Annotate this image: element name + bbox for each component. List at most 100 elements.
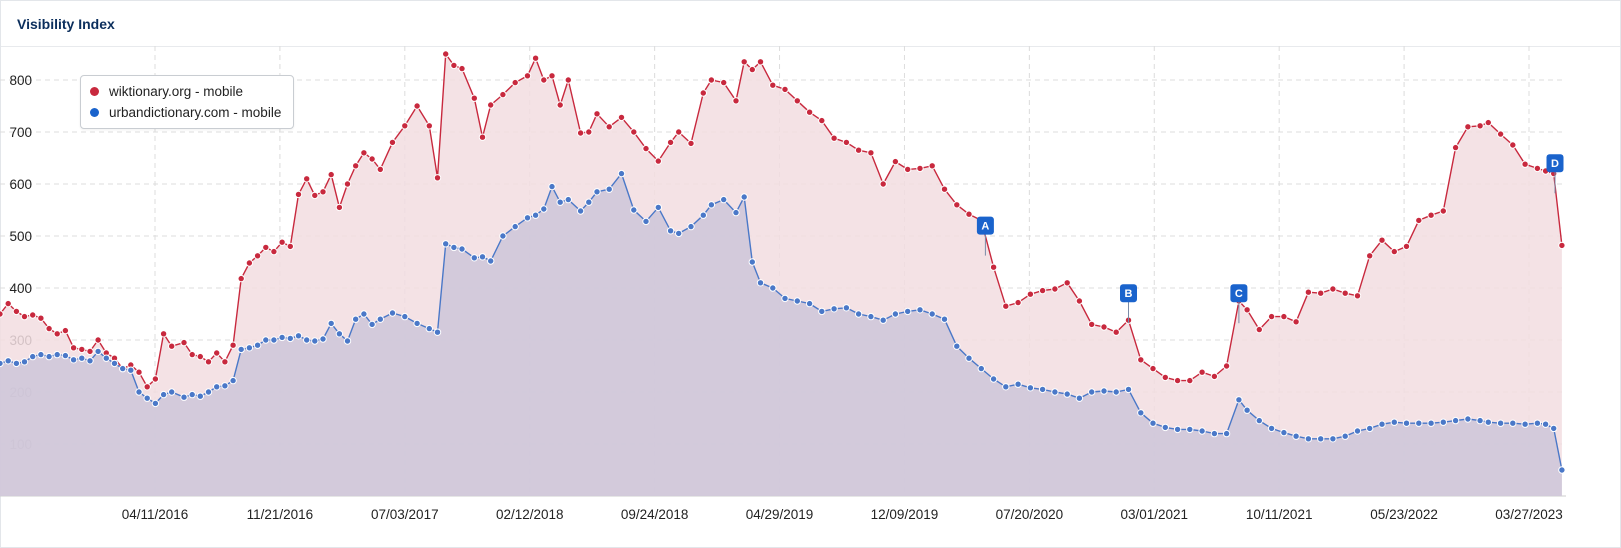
data-point-wiktionary — [1280, 312, 1288, 321]
data-point-wiktionary — [0, 310, 4, 318]
data-point-urbandictionary — [286, 334, 294, 343]
data-point-urbandictionary — [442, 240, 450, 248]
data-point-urbandictionary — [458, 245, 466, 253]
data-point-urbandictionary — [1464, 415, 1472, 423]
data-point-urbandictionary — [401, 312, 409, 321]
data-point-wiktionary — [1112, 328, 1120, 336]
data-point-wiktionary — [707, 76, 716, 84]
legend-item-urbandictionary[interactable]: urbandictionary.com - mobile — [90, 103, 281, 121]
data-point-urbandictionary — [168, 388, 176, 396]
data-point-urbandictionary — [531, 211, 540, 219]
data-point-wiktionary — [617, 113, 626, 122]
data-point-wiktionary — [1366, 252, 1374, 260]
data-point-wiktionary — [1402, 242, 1411, 251]
data-point-urbandictionary — [617, 169, 626, 178]
data-point-wiktionary — [69, 344, 78, 352]
data-point-urbandictionary — [666, 227, 675, 235]
data-point-urbandictionary — [805, 299, 814, 308]
data-point-wiktionary — [842, 138, 851, 147]
data-point-urbandictionary — [20, 358, 29, 366]
data-point-wiktionary — [699, 89, 707, 97]
data-point-urbandictionary — [564, 195, 572, 204]
data-point-wiktionary — [1476, 122, 1484, 130]
data-point-wiktionary — [1051, 285, 1059, 293]
data-point-urbandictionary — [818, 307, 826, 316]
data-point-urbandictionary — [69, 356, 78, 364]
data-point-urbandictionary — [1014, 380, 1022, 388]
data-point-urbandictionary — [1112, 388, 1120, 396]
data-point-urbandictionary — [425, 324, 433, 333]
data-point-wiktionary — [135, 368, 143, 376]
data-point-urbandictionary — [1222, 429, 1231, 438]
data-point-urbandictionary — [540, 205, 548, 213]
data-point-wiktionary — [1088, 320, 1096, 329]
data-point-wiktionary — [576, 129, 585, 137]
data-point-urbandictionary — [151, 399, 160, 408]
data-point-urbandictionary — [294, 332, 303, 340]
data-point-urbandictionary — [29, 352, 37, 361]
data-point-urbandictionary — [1173, 425, 1182, 434]
data-point-urbandictionary — [1378, 420, 1386, 428]
data-point-wiktionary — [953, 201, 961, 209]
data-point-urbandictionary — [1255, 416, 1264, 425]
data-point-urbandictionary — [4, 357, 12, 365]
data-point-wiktionary — [159, 330, 168, 338]
data-point-urbandictionary — [523, 214, 532, 222]
data-point-urbandictionary — [548, 182, 556, 191]
data-point-urbandictionary — [1415, 419, 1423, 427]
data-point-urbandictionary — [376, 315, 384, 323]
data-point-wiktionary — [327, 170, 335, 179]
data-point-wiktionary — [916, 164, 924, 173]
data-point-wiktionary — [1075, 297, 1084, 305]
data-point-urbandictionary — [1124, 385, 1133, 394]
data-point-wiktionary — [294, 190, 303, 199]
chart-legend: wiktionary.org - mobile urbandictionary.… — [80, 75, 294, 129]
data-point-wiktionary — [45, 324, 53, 333]
data-point-urbandictionary — [450, 243, 458, 252]
data-point-urbandictionary — [1533, 419, 1542, 427]
data-point-wiktionary — [1341, 289, 1349, 297]
data-point-wiktionary — [769, 81, 777, 89]
data-point-wiktionary — [286, 242, 294, 251]
legend-item-wiktionary[interactable]: wiktionary.org - mobile — [90, 82, 243, 100]
data-point-wiktionary — [605, 123, 613, 131]
x-tick-label: 04/11/2016 — [122, 507, 189, 522]
legend-label-wiktionary: wiktionary.org - mobile — [109, 83, 244, 99]
data-point-wiktionary — [732, 97, 740, 105]
data-point-urbandictionary — [78, 354, 86, 362]
data-point-urbandictionary — [1353, 427, 1362, 435]
data-point-urbandictionary — [732, 208, 740, 217]
data-point-urbandictionary — [1304, 435, 1313, 443]
data-point-urbandictionary — [769, 284, 777, 292]
data-point-urbandictionary — [311, 337, 319, 345]
data-point-urbandictionary — [1550, 424, 1558, 433]
data-point-wiktionary — [642, 144, 650, 153]
data-point-urbandictionary — [1390, 418, 1399, 426]
data-point-urbandictionary — [940, 315, 949, 323]
data-point-urbandictionary — [1451, 416, 1460, 425]
data-point-wiktionary — [531, 54, 540, 62]
data-point-urbandictionary — [61, 351, 70, 360]
x-tick-label: 04/29/2019 — [746, 507, 814, 522]
data-point-wiktionary — [1222, 362, 1231, 370]
data-point-wiktionary — [388, 138, 397, 147]
data-point-wiktionary — [368, 155, 376, 163]
data-point-urbandictionary — [1317, 435, 1325, 443]
data-point-urbandictionary — [1243, 406, 1251, 414]
data-point-wiktionary — [1304, 288, 1313, 296]
data-point-wiktionary — [1038, 286, 1047, 295]
data-point-wiktionary — [1353, 292, 1362, 300]
data-point-wiktionary — [1390, 247, 1399, 256]
data-point-wiktionary — [879, 180, 887, 188]
data-point-wiktionary — [666, 138, 675, 147]
data-point-urbandictionary — [119, 364, 127, 373]
data-point-urbandictionary — [1509, 419, 1517, 427]
y-tick-label: 700 — [9, 125, 32, 140]
data-point-wiktionary — [818, 116, 826, 125]
data-point-wiktionary — [499, 90, 507, 99]
data-point-wiktionary — [675, 128, 683, 136]
data-point-urbandictionary — [1088, 388, 1096, 396]
data-point-wiktionary — [303, 175, 311, 183]
data-point-wiktionary — [37, 314, 45, 322]
data-point-urbandictionary — [576, 207, 585, 215]
